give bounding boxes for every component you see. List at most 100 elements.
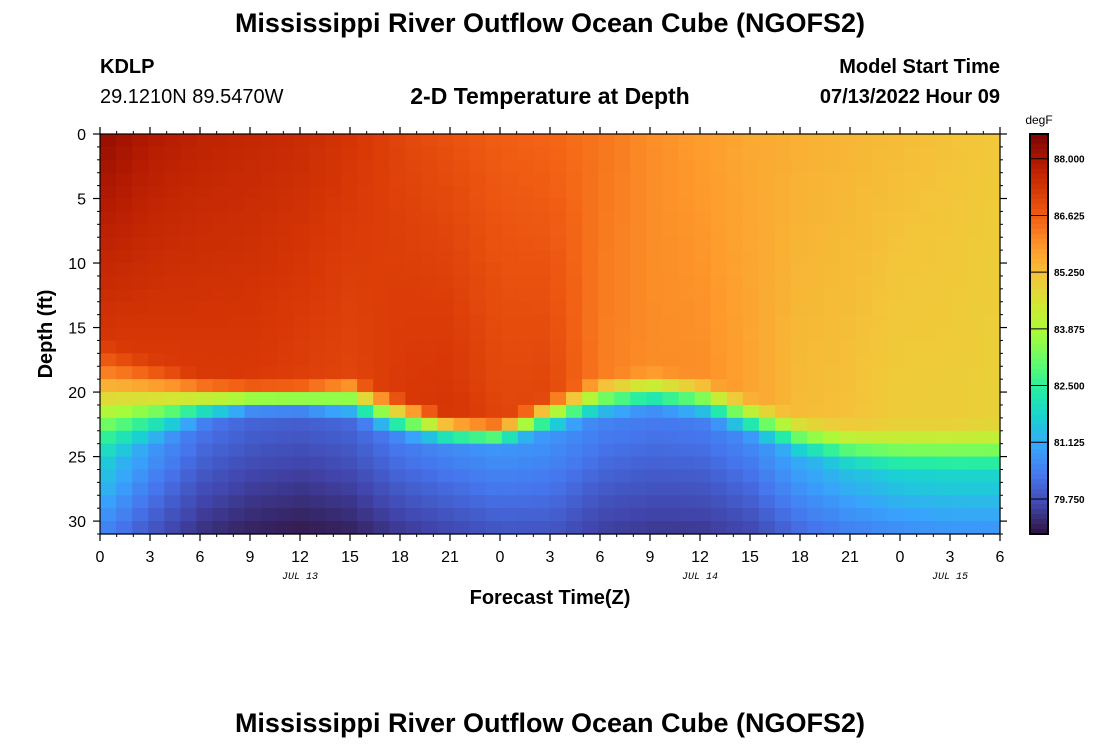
heatmap-cell [485,404,503,419]
heatmap-cell [935,146,953,161]
heatmap-cell [903,508,921,522]
heatmap-cell [260,392,278,406]
heatmap-cell [775,198,792,213]
heatmap-cell [357,275,374,290]
heatmap-cell [758,443,776,458]
heatmap-cell [517,146,535,161]
heatmap-cell [501,417,519,432]
heatmap-cell [501,379,519,393]
heatmap-cell [775,366,792,380]
heatmap-cell [566,198,583,213]
heatmap-cell [212,250,230,264]
heatmap-cell [244,211,262,225]
heatmap-cell [212,469,230,483]
heatmap-cell [694,456,712,471]
heatmap-cell [742,404,760,419]
heatmap-cell [260,211,278,225]
heatmap-cell [871,508,889,522]
heatmap-cell [517,430,535,445]
heatmap-cell [951,417,969,432]
heatmap-cell [839,404,856,419]
heatmap-cell [164,430,181,445]
heatmap-cell [710,275,728,290]
heatmap-cell [212,482,230,496]
heatmap-cell [485,185,503,200]
heatmap-cell [775,172,792,187]
heatmap-cell [662,159,680,174]
heatmap-cell [919,508,937,522]
heatmap-cell [646,159,664,174]
heatmap-cell [453,301,471,316]
heatmap-cell [453,366,471,380]
heatmap-cell [887,366,905,380]
heatmap-cell [758,250,776,264]
colorbar-unit: degF [1025,113,1052,127]
heatmap-cell [116,430,133,445]
heatmap-cell [485,263,503,277]
heatmap-cell [501,146,519,161]
heatmap-cell [726,456,744,471]
heatmap-cell [983,340,1001,354]
heatmap-cell [533,340,551,354]
heatmap-cell [871,482,889,496]
heatmap-cell [935,353,953,367]
heatmap-cell [983,392,1001,406]
x-tick-label: 15 [341,549,359,566]
heatmap-cell [935,495,953,509]
heatmap-cell [935,366,953,380]
heatmap-cell [935,469,953,483]
heatmap-cell [180,443,198,458]
heatmap-cell [405,237,423,251]
heatmap-cell [453,379,471,393]
heatmap-cell [758,275,776,290]
heatmap-cell [919,198,937,213]
heatmap-cell [983,198,1001,213]
heatmap-cell [630,146,648,161]
heatmap-cell [807,172,824,187]
heatmap-cell [630,198,648,213]
heatmap-cell [807,211,824,225]
heatmap-cell [196,404,214,419]
heatmap-cell [694,495,712,509]
heatmap-cell [453,146,471,161]
heatmap-cell [791,134,808,148]
heatmap-cell [582,263,599,277]
heatmap-cell [389,392,406,406]
heatmap-cell [839,327,856,342]
heatmap-cell [823,340,840,354]
heatmap-cell [100,301,117,316]
heatmap-cell [791,417,808,432]
colorbar-swatch [1030,289,1048,295]
colorbar-swatch [1030,279,1048,285]
heatmap-cell [421,211,439,225]
heatmap-cell [164,521,181,535]
heatmap-cell [517,456,535,471]
heatmap-cell [437,404,455,419]
heatmap-cell [308,456,326,471]
heatmap-cell [421,353,439,367]
heatmap-cell [212,198,230,213]
heatmap-cell [148,379,165,393]
heatmap-cell [598,211,615,225]
heatmap-cell [662,146,680,161]
heatmap-cell [148,146,165,161]
heatmap-cell [807,301,824,316]
heatmap-cell [983,159,1001,174]
heatmap-cell [308,134,326,148]
heatmap-cell [132,288,149,303]
heatmap-cell [292,134,310,148]
heatmap-cell [726,404,744,419]
heatmap-cell [807,443,824,458]
heatmap-cell [598,327,615,342]
heatmap-cell [550,237,567,251]
heatmap-cell [871,404,889,419]
heatmap-cell [662,521,680,535]
heatmap-cell [164,301,181,316]
heatmap-cell [807,159,824,174]
heatmap-cell [678,443,696,458]
heatmap-cell [903,340,921,354]
heatmap-cell [180,327,198,342]
heatmap-cell [630,237,648,251]
heatmap-cell [533,521,551,535]
heatmap-cell [341,469,358,483]
